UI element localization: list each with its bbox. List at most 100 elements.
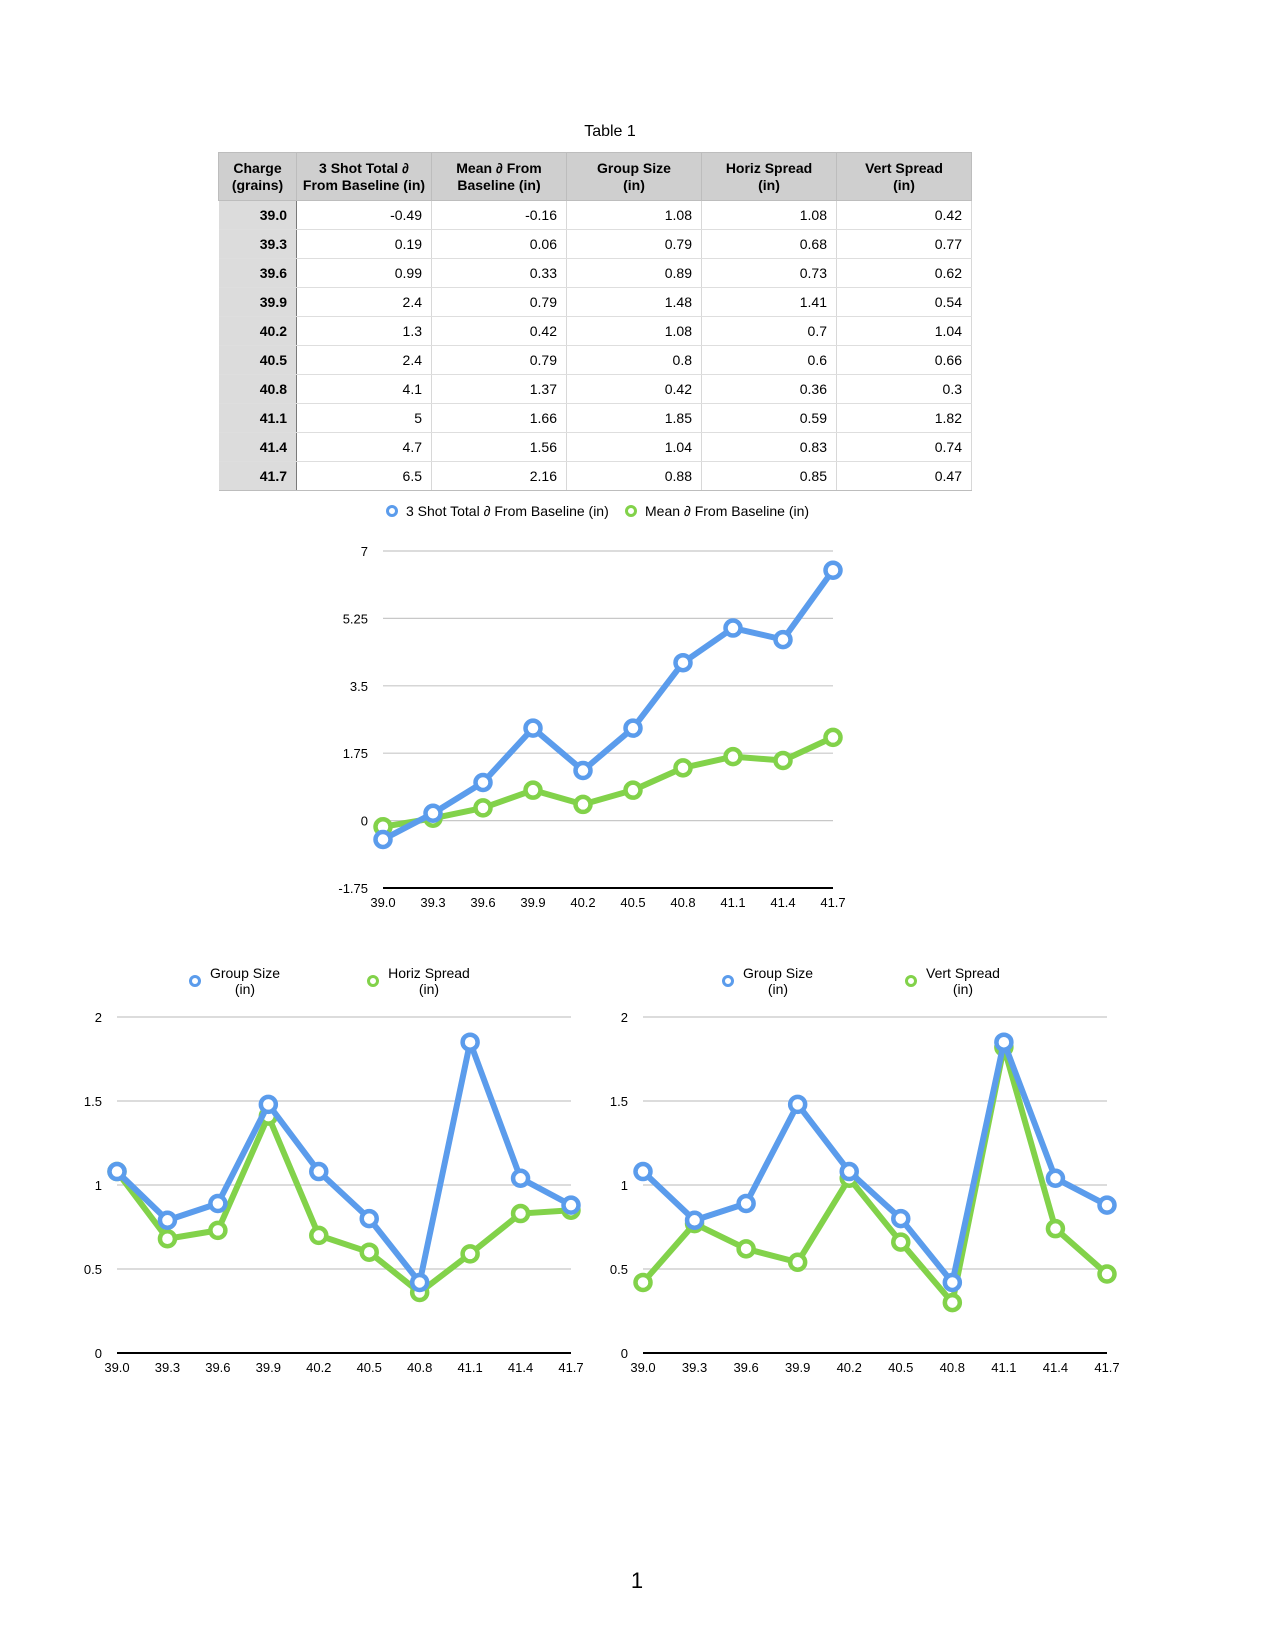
x-tick-label: 41.4: [1043, 1360, 1068, 1375]
table-cell: 1.08: [566, 200, 702, 230]
table-row: 40.2 1.3 0.42 1.08 0.7 1.04: [218, 316, 972, 346]
data-point: [736, 1239, 756, 1259]
data-point: [157, 1210, 178, 1231]
table-cell: -0.49: [296, 200, 432, 230]
data-point: [787, 1094, 808, 1115]
data-point: [157, 1229, 178, 1249]
data-point: [823, 727, 843, 748]
data-point: [107, 1161, 127, 1182]
table-cell: 0.73: [701, 258, 837, 288]
y-tick-label: -1.75: [338, 881, 368, 896]
data-point: [994, 1037, 1014, 1057]
table-cell: 4.7: [296, 432, 432, 462]
data-point: [1045, 1168, 1066, 1189]
table-cell: 0.83: [701, 432, 837, 462]
data-point: [684, 1213, 705, 1234]
data-point: [839, 1168, 859, 1189]
table-cell: 2.4: [296, 345, 432, 375]
y-tick-label: 0: [621, 1346, 628, 1361]
page-number: 1: [630, 1568, 644, 1593]
y-tick-label: 1.5: [610, 1094, 628, 1109]
data-point: [891, 1208, 911, 1229]
table-row: 39.0 -0.49 -0.16 1.08 1.08 0.42: [218, 200, 972, 230]
table-cell: 0.54: [836, 287, 972, 317]
series-line: [640, 1039, 1110, 1286]
data-point: [460, 1032, 480, 1052]
legend-marker: [189, 975, 201, 987]
table-cell: 1.04: [566, 432, 702, 462]
table-cell: 1.37: [431, 374, 567, 404]
table-cell: -0.16: [431, 200, 567, 230]
table-cell: 1.04: [836, 316, 972, 346]
table-cell: 0.79: [566, 229, 702, 259]
table-cell: 0.59: [701, 403, 837, 433]
table-cell: 1.82: [836, 403, 972, 433]
table-cell: 0.77: [836, 229, 972, 259]
series-line: [380, 567, 836, 843]
y-tick-label: 0: [95, 1346, 102, 1361]
x-tick-label: 41.1: [991, 1360, 1016, 1375]
x-tick-label: 41.7: [558, 1360, 583, 1375]
data-point: [309, 1225, 329, 1246]
table-cell: 0.42: [431, 316, 567, 346]
data-point: [510, 1168, 531, 1189]
data-point: [373, 817, 393, 837]
x-tick-label: 41.7: [1094, 1360, 1119, 1375]
y-tick-label: 1.5: [84, 1094, 102, 1109]
data-point: [423, 808, 443, 829]
series-line: [640, 1044, 1110, 1306]
table-cell: 1.66: [431, 403, 567, 433]
table-cell: 1.56: [431, 432, 567, 462]
data-point: [309, 1161, 329, 1182]
x-tick-label: 41.7: [820, 895, 845, 910]
legend-label: Vert Spread (in): [926, 965, 1000, 997]
table-cell: 1.85: [566, 403, 702, 433]
data-point: [473, 798, 493, 818]
x-tick-label: 40.2: [306, 1360, 331, 1375]
x-tick-label: 39.0: [104, 1360, 129, 1375]
data-point: [891, 1232, 911, 1252]
legend-marker: [905, 975, 917, 987]
x-tick-label: 41.4: [508, 1360, 533, 1375]
data-point: [623, 718, 643, 738]
row-header-cell: 41.7: [218, 461, 297, 491]
data-point: [523, 718, 543, 738]
data-point: [523, 780, 543, 800]
x-tick-label: 39.0: [370, 895, 395, 910]
table-cell: 4.1: [296, 374, 432, 404]
row-header-cell: 39.0: [218, 200, 297, 230]
data-point: [633, 1272, 653, 1293]
row-header-cell: 41.1: [218, 403, 297, 433]
table-row: 41.7 6.5 2.16 0.88 0.85 0.47: [218, 461, 972, 491]
x-tick-label: 39.0: [630, 1360, 655, 1375]
table-row: 39.3 0.19 0.06 0.79 0.68 0.77: [218, 229, 972, 259]
legend-label: Group Size (in): [210, 965, 280, 997]
table-cell: 0.3: [836, 374, 972, 404]
series-line: [380, 734, 836, 830]
data-point: [373, 829, 393, 850]
table-row: 40.8 4.1 1.37 0.42 0.36 0.3: [218, 374, 972, 404]
x-tick-label: 39.3: [682, 1360, 707, 1375]
table-cell: 0.79: [431, 287, 567, 317]
table-cell: 0.68: [701, 229, 837, 259]
data-point: [561, 1200, 581, 1220]
legend-label: Horiz Spread (in): [388, 965, 470, 997]
x-tick-label: 41.1: [457, 1360, 482, 1375]
data-point: [561, 1195, 581, 1215]
x-tick-label: 40.5: [357, 1360, 382, 1375]
y-tick-label: 3.5: [350, 679, 368, 694]
table-cell: 0.62: [836, 258, 972, 288]
data-point: [409, 1272, 430, 1293]
data-point: [723, 746, 743, 767]
table-cell: 2.4: [296, 287, 432, 317]
column-header: Vert Spread (in): [836, 152, 972, 201]
legend-label: 3 Shot Total ∂ From Baseline (in): [406, 503, 609, 519]
y-tick-label: 1: [621, 1178, 628, 1193]
x-tick-label: 39.3: [420, 895, 445, 910]
column-header: Charge (grains): [218, 152, 297, 201]
x-tick-label: 40.8: [407, 1360, 432, 1375]
table-cell: 2.16: [431, 461, 567, 491]
y-tick-label: 5.25: [343, 611, 368, 626]
data-point: [208, 1220, 228, 1241]
data-point: [510, 1203, 531, 1224]
